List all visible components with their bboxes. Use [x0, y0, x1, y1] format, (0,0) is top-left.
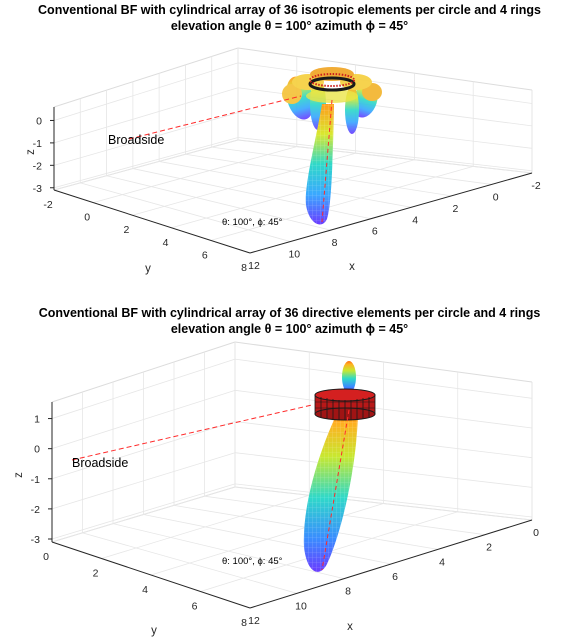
chart-title-line-1: Conventional BF with cylindrical array o… — [38, 306, 541, 320]
x-tick-label: 10 — [295, 600, 307, 612]
x-tick-label: 8 — [345, 586, 351, 598]
z-axis-label: z — [25, 149, 37, 155]
z-tick-label: -3 — [33, 183, 42, 195]
x-tick-label: 4 — [412, 214, 418, 226]
chart-panel-directive: Conventional BF with cylindrical array o… — [0, 302, 579, 639]
z-tick-label: -2 — [33, 160, 42, 172]
x-tick-label: 6 — [372, 226, 378, 238]
broadside-label: Broadside — [108, 133, 164, 147]
broadside-line — [128, 95, 302, 140]
z-tick-label: -2 — [31, 504, 40, 516]
z-tick-label: 0 — [34, 444, 40, 456]
x-tick-label: 6 — [392, 571, 398, 583]
z-tick-label: -1 — [31, 474, 40, 486]
z-tick-label: 1 — [34, 414, 40, 426]
beam-direction-label: θ: 100°, ϕ: 45° — [222, 217, 283, 228]
y-tick-label: 2 — [93, 568, 99, 580]
axes-box — [50, 47, 533, 254]
y-tick-label: 6 — [192, 601, 198, 613]
x-tick-label: 2 — [486, 542, 492, 554]
side-lobes — [282, 67, 382, 134]
y-tick-label: -2 — [43, 199, 52, 211]
z-tick-label: -3 — [31, 534, 40, 546]
chart-title-line-2: elevation angle θ = 100° azimuth ϕ = 45° — [170, 19, 409, 33]
x-tick-label: -2 — [531, 180, 540, 192]
x-tick-label: 0 — [533, 527, 539, 539]
x-tick-label: 10 — [288, 249, 300, 261]
y-tick-label: 8 — [241, 617, 247, 629]
y-axis-label: y — [151, 625, 157, 637]
y-tick-label: 0 — [84, 212, 90, 224]
beam-pattern — [282, 67, 382, 225]
broadside-line — [71, 404, 313, 461]
back-lobe — [342, 361, 356, 393]
chart-title-line-2: elevation angle θ = 100° azimuth ϕ = 45° — [170, 322, 409, 336]
x-tick-label: 8 — [332, 237, 338, 249]
chart-panel-isotropic: Conventional BF with cylindrical array o… — [0, 0, 579, 300]
chart-title: Conventional BF with cylindrical array o… — [0, 2, 579, 34]
beam-pattern — [303, 361, 376, 572]
y-tick-label: 2 — [123, 224, 129, 236]
chart-title: Conventional BF with cylindrical array o… — [0, 305, 579, 337]
chart-title-line-1: Conventional BF with cylindrical array o… — [38, 3, 541, 17]
axes-box — [48, 341, 533, 609]
x-tick-label: 2 — [453, 203, 459, 215]
y-tick-label: 8 — [241, 262, 247, 274]
cylindrical-array — [308, 73, 356, 92]
x-axis-label: x — [347, 621, 353, 633]
cylindrical-array — [314, 388, 376, 421]
x-tick-label: 4 — [439, 556, 445, 568]
z-axis-label: z — [13, 472, 25, 478]
y-tick-label: 4 — [142, 584, 148, 596]
y-tick-label: 4 — [163, 237, 169, 249]
broadside-label: Broadside — [72, 456, 128, 470]
x-tick-label: 12 — [248, 260, 260, 272]
y-tick-label: 6 — [202, 249, 208, 261]
x-tick-label: 12 — [248, 615, 260, 627]
z-tick-label: 0 — [36, 115, 42, 127]
x-tick-label: 0 — [493, 191, 499, 203]
z-tick-label: -1 — [33, 138, 42, 150]
y-axis-label: y — [145, 263, 151, 275]
beam-direction-label: θ: 100°, ϕ: 45° — [222, 556, 283, 567]
x-axis-label: x — [349, 261, 355, 273]
y-tick-label: 0 — [43, 551, 49, 563]
